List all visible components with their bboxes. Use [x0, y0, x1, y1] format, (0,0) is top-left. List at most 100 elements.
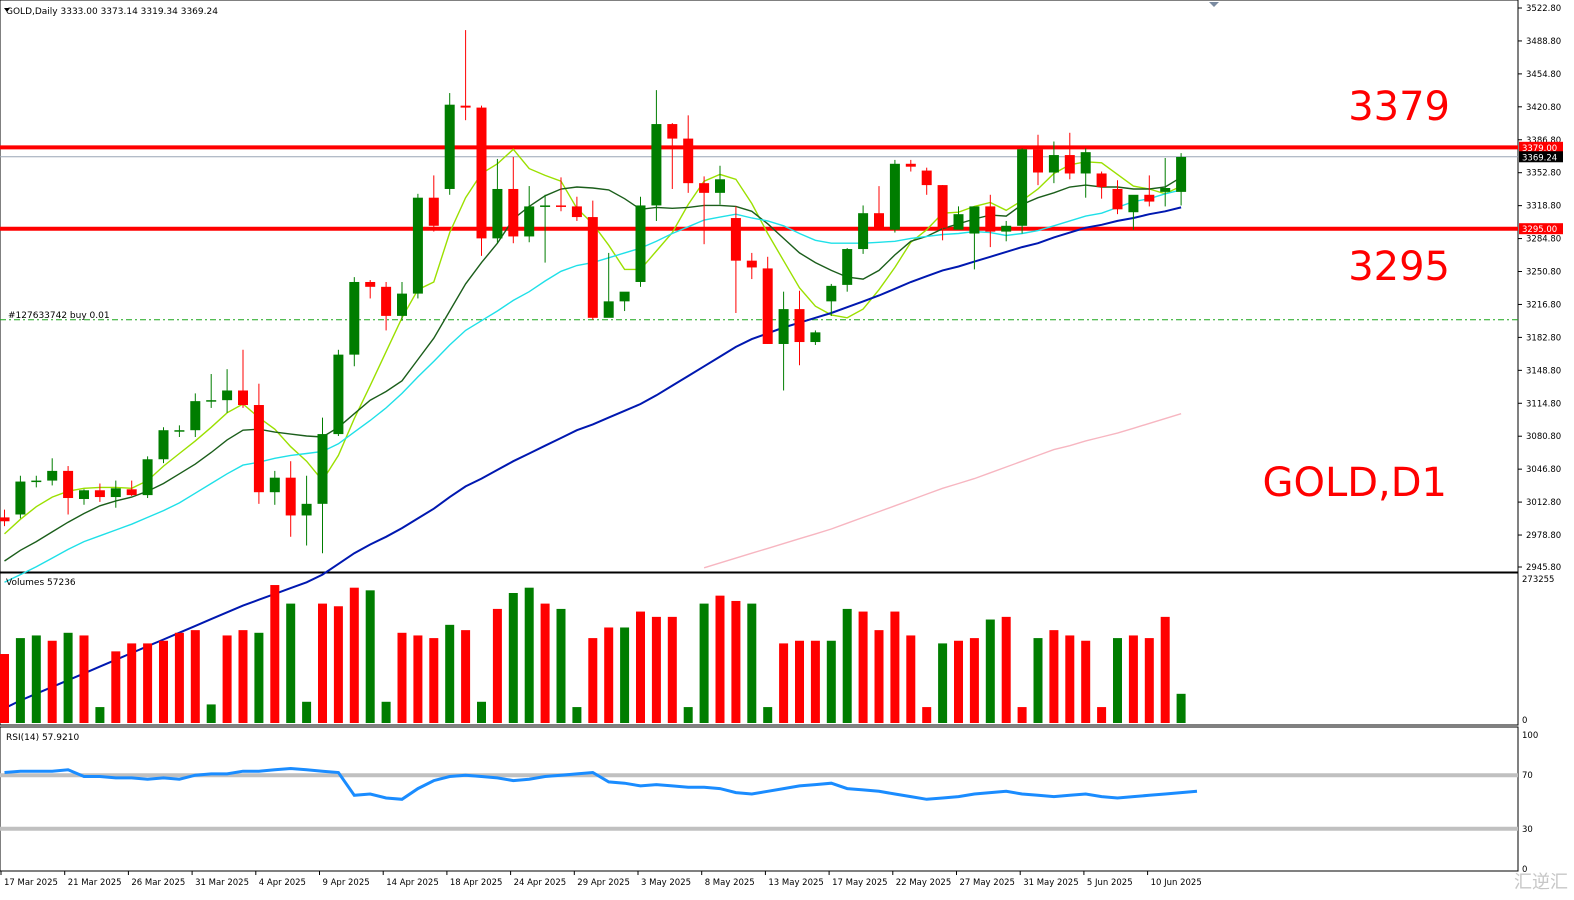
- volume-bar: [381, 701, 391, 723]
- caret-down-icon[interactable]: [4, 8, 10, 12]
- candle-body: [15, 481, 26, 515]
- volume-bar: [540, 603, 550, 723]
- candle-body: [571, 206, 582, 218]
- candle-body: [333, 354, 344, 435]
- candle: [238, 349, 248, 408]
- candle: [524, 186, 535, 243]
- volume-bar: [604, 627, 614, 723]
- volume-bar: [779, 643, 789, 723]
- price-tag-label: 3369.24: [1522, 153, 1557, 163]
- date-tick-label: 21 Mar 2025: [68, 878, 122, 888]
- candle: [985, 194, 996, 248]
- candle: [1112, 180, 1123, 215]
- candle: [858, 205, 869, 254]
- candle-body: [858, 213, 869, 250]
- candle-body: [381, 286, 392, 316]
- candle-body: [63, 470, 74, 499]
- volume-bar: [79, 635, 89, 723]
- volume-bar: [174, 632, 184, 723]
- volume-panel: [0, 572, 1519, 726]
- candle-body: [1128, 194, 1139, 213]
- candle: [730, 206, 741, 313]
- candle-body: [826, 285, 837, 302]
- volume-bar: [302, 701, 312, 723]
- candle-body: [1096, 173, 1107, 188]
- candle: [571, 196, 582, 221]
- candle: [428, 175, 439, 232]
- volume-tick-label: 273255: [1522, 575, 1554, 585]
- price-tick-label: 3182.80: [1526, 333, 1561, 343]
- candle-body: [238, 390, 248, 406]
- candle: [762, 256, 773, 344]
- candle-body: [222, 390, 233, 401]
- candle: [826, 283, 837, 316]
- volume-bar: [461, 630, 471, 723]
- volume-bar: [874, 630, 884, 723]
- volume-bar: [572, 707, 582, 723]
- candle: [1033, 134, 1043, 186]
- volume-bar: [667, 616, 677, 723]
- candle-body: [285, 477, 296, 516]
- volume-bar: [0, 654, 9, 723]
- candle-body: [619, 291, 630, 302]
- candle: [746, 252, 757, 280]
- volume-bar: [524, 587, 534, 723]
- volume-bar: [763, 707, 773, 723]
- candle: [444, 93, 455, 195]
- price-tick-label: 2978.80: [1526, 531, 1561, 541]
- candle: [699, 176, 710, 245]
- volume-bar: [890, 611, 900, 723]
- shift-marker-icon[interactable]: [1209, 2, 1219, 7]
- candle: [349, 277, 360, 367]
- price-tick-label: 3148.80: [1526, 366, 1561, 376]
- volume-bar: [127, 643, 137, 723]
- volume-bar: [477, 701, 486, 723]
- reference-lines: [0, 145, 1518, 321]
- candle: [905, 159, 916, 172]
- rsi-tick-label: 0: [1522, 865, 1527, 875]
- price-tick-label: 3012.80: [1526, 498, 1561, 508]
- price-tick-label: 3114.80: [1526, 399, 1561, 409]
- volume-bar: [795, 640, 804, 723]
- candle-body: [428, 197, 439, 226]
- candle: [794, 290, 805, 366]
- candle-body: [921, 170, 932, 186]
- candle-body: [603, 301, 614, 318]
- price-tick-label: 3080.80: [1526, 432, 1561, 442]
- order-label: #127633742 buy 0.01: [8, 311, 110, 321]
- volume-bar: [938, 643, 948, 723]
- chart-symbol-label: GOLD,D1: [1262, 460, 1447, 506]
- date-tick-label: 3 May 2025: [641, 878, 691, 888]
- candle: [603, 252, 614, 318]
- date-tick-label: 22 May 2025: [896, 878, 951, 888]
- volume-bar: [222, 635, 232, 723]
- candle: [476, 105, 487, 256]
- candle-body: [905, 163, 916, 167]
- volume-bar: [1017, 707, 1027, 723]
- volume-bar: [95, 707, 105, 723]
- candle: [301, 475, 312, 546]
- candle-body: [969, 206, 980, 234]
- candle: [47, 458, 58, 486]
- price-tag-box: [1519, 223, 1563, 235]
- candle-body: [460, 105, 471, 108]
- candle-body: [556, 205, 566, 207]
- main-panel: [0, 0, 1519, 573]
- price-tag-box: [1519, 141, 1563, 153]
- candle-body: [635, 205, 646, 282]
- candle: [79, 489, 89, 505]
- candle-body: [206, 400, 217, 402]
- volume-bar: [111, 651, 121, 723]
- price-tag-box: [1519, 151, 1563, 163]
- candle-body: [79, 490, 89, 499]
- volume-bar: [206, 704, 216, 723]
- candle: [15, 475, 26, 519]
- date-tick-label: 31 Mar 2025: [195, 878, 249, 888]
- rsi-tick-label: 100: [1522, 731, 1538, 741]
- candle-body: [667, 124, 678, 139]
- candle: [889, 159, 900, 233]
- candle-body: [317, 434, 328, 504]
- candle-body: [778, 309, 789, 344]
- candle: [874, 186, 884, 230]
